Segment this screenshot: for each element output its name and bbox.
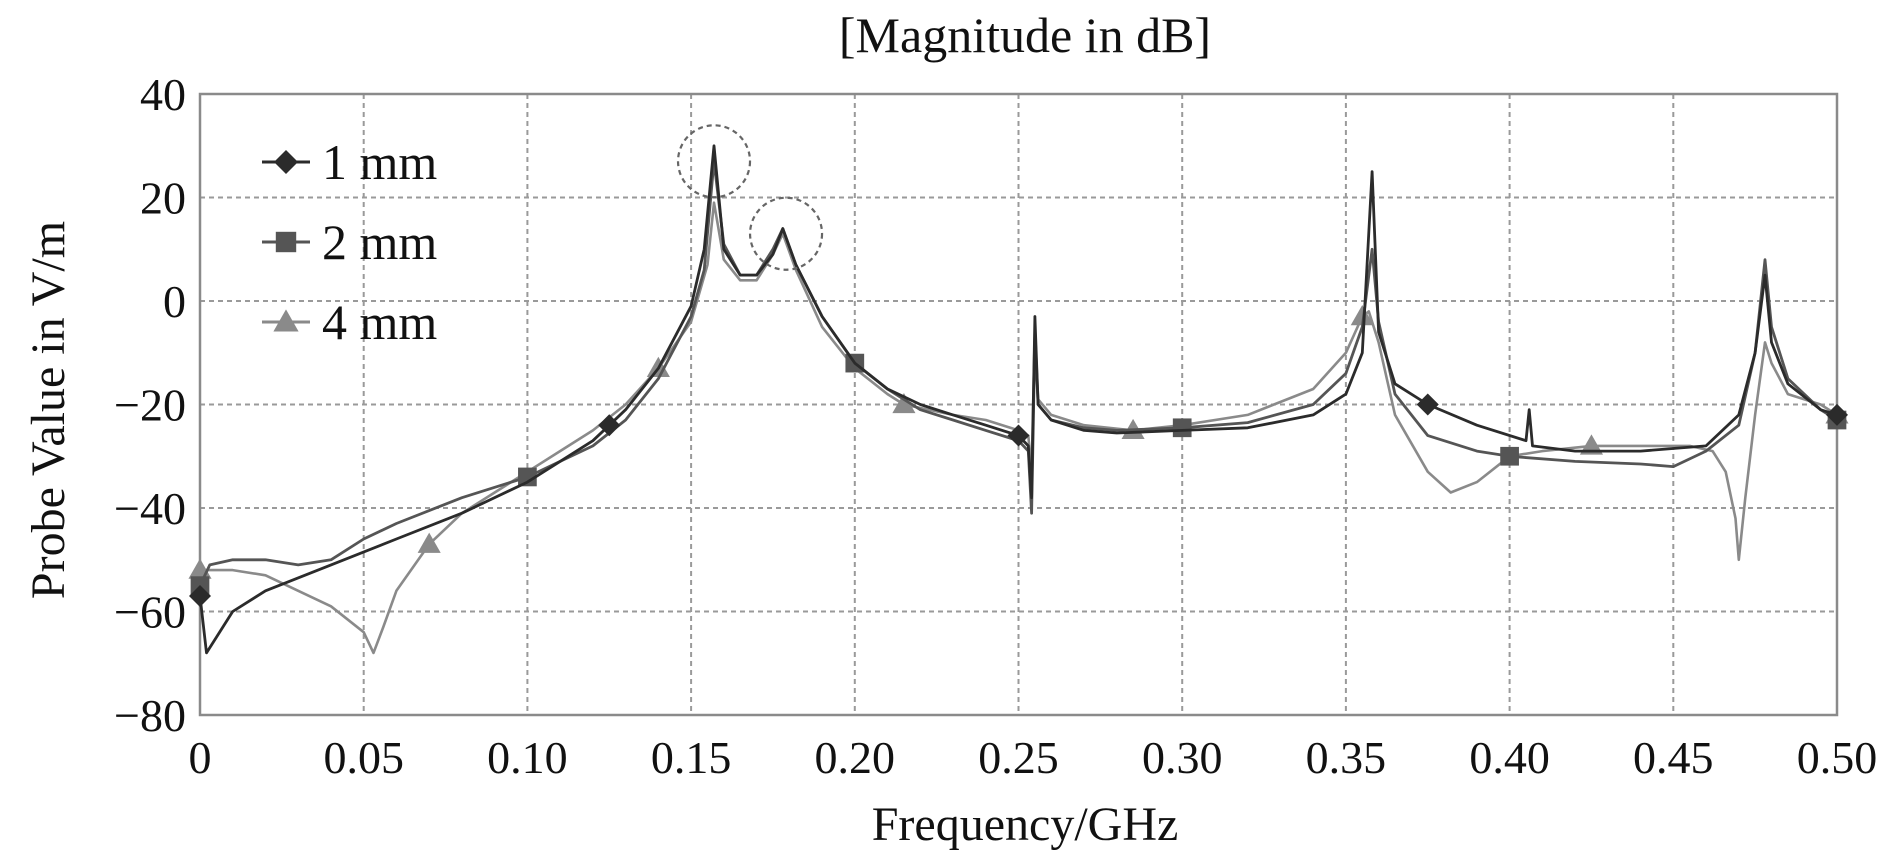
legend-item: 2 mm <box>262 214 437 270</box>
legend-marker <box>273 309 299 332</box>
x-tick-label: 0.10 <box>487 732 568 783</box>
annotation-layer <box>676 124 824 271</box>
data-point-marker <box>1350 304 1374 326</box>
legend-item: 4 mm <box>262 294 437 350</box>
series-1-mm <box>189 144 1848 655</box>
x-tick-label: 0.05 <box>323 732 404 783</box>
y-tick-label: 0 <box>163 276 186 327</box>
y-tick-label: −60 <box>114 587 186 638</box>
data-point-marker <box>1172 418 1192 438</box>
data-point-marker <box>1579 434 1603 455</box>
series-layer <box>188 144 1849 655</box>
x-tick-label: 0.15 <box>651 732 732 783</box>
legend-label: 2 mm <box>322 214 437 270</box>
data-point-marker <box>1007 424 1030 447</box>
data-point-marker <box>189 584 211 607</box>
x-tick-label: 0 <box>189 732 212 783</box>
x-tick-label: 0.50 <box>1797 732 1878 783</box>
legend: 1 mm 2 mm 4 mm <box>262 134 437 350</box>
y-tick-label: −80 <box>114 690 186 741</box>
grid <box>200 94 1837 715</box>
data-point-marker <box>892 392 916 414</box>
x-tick-label: 0.30 <box>1142 732 1223 783</box>
x-tick-label: 0.35 <box>1306 732 1387 783</box>
y-tick-label: −40 <box>114 483 186 534</box>
legend-marker <box>274 150 298 174</box>
x-tick-label: 0.20 <box>815 732 896 783</box>
data-point-marker <box>1826 403 1848 426</box>
data-point-marker <box>1416 393 1439 416</box>
data-point-marker <box>1500 446 1519 466</box>
y-tick-label: −20 <box>114 380 186 431</box>
legend-label: 4 mm <box>322 294 437 350</box>
x-axis-label: Frequency/GHz <box>872 798 1179 851</box>
legend-item: 1 mm <box>262 134 437 190</box>
data-point-marker <box>598 414 621 437</box>
x-tick-label: 0.40 <box>1469 732 1550 783</box>
peak-highlight-circle <box>676 124 752 199</box>
y-tick-label: 20 <box>140 173 186 224</box>
axis-ticks: 0 0.05 0.10 0.15 0.20 0.25 0.30 0.35 0.40 0.45 0.5… <box>114 69 1877 783</box>
legend-marker <box>275 231 297 253</box>
chart-title: [Magnitude in dB] <box>839 7 1211 63</box>
x-tick-label: 0.25 <box>978 732 1059 783</box>
x-tick-label: 0.45 <box>1633 732 1714 783</box>
data-point-marker <box>518 467 537 487</box>
y-tick-label: 40 <box>140 69 186 120</box>
peak-highlight-circle <box>748 196 824 271</box>
data-point-marker <box>417 532 441 553</box>
y-axis-label: Probe Value in V/m <box>22 221 75 599</box>
legend-label: 1 mm <box>322 134 437 190</box>
